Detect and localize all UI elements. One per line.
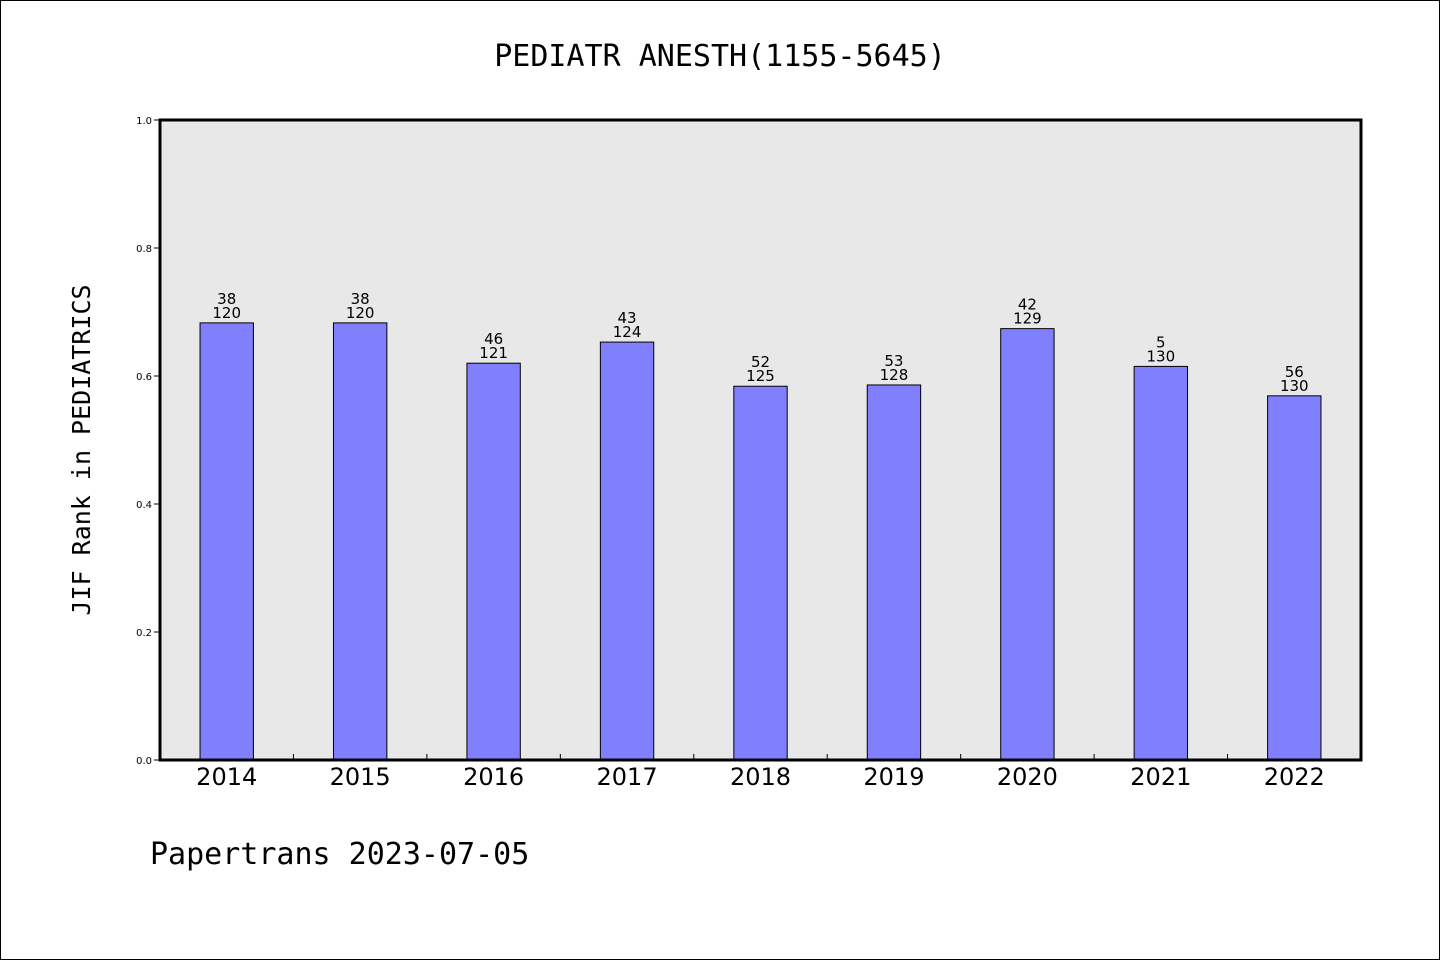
bar-total-label: 121 xyxy=(479,344,508,362)
y-tick-label: 0.0 xyxy=(136,756,152,767)
bar-rank-label: 38 xyxy=(351,290,370,308)
plot-border xyxy=(158,118,1363,762)
x-tick-label: 2018 xyxy=(730,763,791,791)
bar-total-label: 130 xyxy=(1280,377,1309,395)
bar-total-label: 125 xyxy=(746,367,775,385)
chart-title: PEDIATR ANESTH(1155-5645) xyxy=(494,39,946,74)
y-tick-label: 1.0 xyxy=(136,116,152,127)
x-tick-label: 2020 xyxy=(997,763,1058,791)
bar-value-labels: 3812038120461214312452125531284212951305… xyxy=(212,290,1308,395)
bar-2015 xyxy=(332,322,388,761)
bar-total-label: 120 xyxy=(212,304,241,322)
y-tick-label: 0.8 xyxy=(136,244,152,255)
bar-total-label: 120 xyxy=(346,304,375,322)
x-tick-label: 2015 xyxy=(330,763,391,791)
bar-2014 xyxy=(199,322,254,761)
x-tick-label: 2019 xyxy=(863,763,924,791)
x-axis-ticks: 2014 2015 2016 2017 2018 2019 2020 2021 2022 xyxy=(196,754,1325,791)
y-tick-label: 0.2 xyxy=(136,628,152,639)
bar-series xyxy=(199,322,1322,761)
bar-2020 xyxy=(1000,328,1055,761)
bar-total-label: 124 xyxy=(613,323,642,341)
footer-text: Papertrans 2023-07-05 xyxy=(150,837,529,872)
bar-total-label: 128 xyxy=(880,366,909,384)
y-axis-ticks: 0.0 0.2 0.4 0.6 0.8 1.0 xyxy=(136,116,160,767)
bar-2022 xyxy=(1267,395,1322,761)
bar-rank-label: 56 xyxy=(1285,363,1304,381)
bar-2019 xyxy=(866,384,922,761)
bar-2016 xyxy=(466,362,521,761)
bar-rank-label: 5 xyxy=(1156,333,1166,351)
bar-2017 xyxy=(599,341,655,761)
x-tick-label: 2016 xyxy=(463,763,524,791)
x-tick-label: 2014 xyxy=(196,763,257,791)
bar-rank-label: 38 xyxy=(217,290,236,308)
bar-total-label: 130 xyxy=(1147,347,1176,365)
bar-rank-label: 46 xyxy=(484,330,503,348)
bar-total-label: 129 xyxy=(1013,310,1042,328)
bar-rank-label: 43 xyxy=(618,309,637,327)
x-tick-label: 2017 xyxy=(597,763,658,791)
x-tick-label: 2021 xyxy=(1130,763,1191,791)
bar-rank-label: 53 xyxy=(884,352,903,370)
bar-2021 xyxy=(1133,365,1189,761)
y-axis-label: JIF Rank in PEDIATRICS xyxy=(67,284,96,615)
y-tick-label: 0.4 xyxy=(136,500,152,511)
y-tick-label: 0.6 xyxy=(136,372,152,383)
x-tick-label: 2022 xyxy=(1264,763,1325,791)
bar-rank-label: 52 xyxy=(751,353,770,371)
bar-2018 xyxy=(733,385,788,761)
bar-rank-label: 42 xyxy=(1018,296,1037,314)
